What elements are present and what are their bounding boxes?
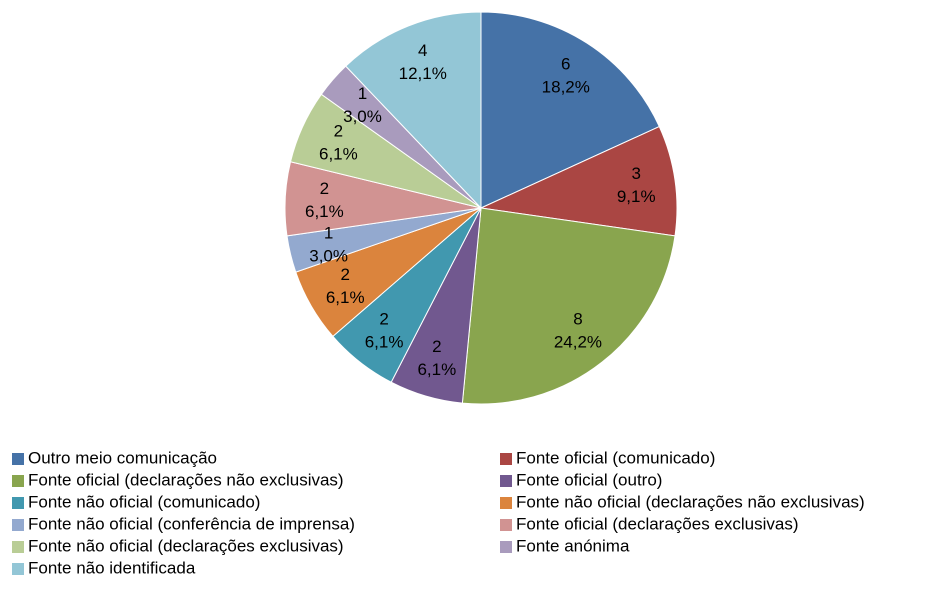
- legend-swatch: [12, 497, 24, 509]
- legend-label: Fonte não oficial (comunicado): [28, 492, 260, 511]
- legend-label: Fonte anónima: [516, 536, 630, 555]
- legend-swatch: [500, 475, 512, 487]
- slice-percent-label: 6,1%: [319, 144, 358, 163]
- slice-percent-label: 6,1%: [417, 360, 456, 379]
- slice-count-label: 8: [573, 310, 582, 329]
- legend-label: Fonte oficial (comunicado): [516, 448, 715, 467]
- slice-percent-label: 3,0%: [309, 246, 348, 265]
- slice-percent-label: 6,1%: [326, 288, 365, 307]
- slice-count-label: 2: [340, 265, 349, 284]
- slice-count-label: 4: [418, 41, 427, 60]
- legend-swatch: [500, 519, 512, 531]
- slice-percent-label: 24,2%: [554, 333, 602, 352]
- slice-percent-label: 6,1%: [305, 202, 344, 221]
- legend-swatch: [500, 497, 512, 509]
- legend-label: Fonte não oficial (declarações não exclu…: [516, 492, 865, 511]
- legend-label: Fonte oficial (declarações exclusivas): [516, 514, 799, 533]
- legend-label: Fonte oficial (declarações não exclusiva…: [28, 470, 344, 489]
- legend-swatch: [12, 453, 24, 465]
- slice-count-label: 3: [631, 164, 640, 183]
- slice-count-label: 2: [379, 310, 388, 329]
- slice-count-label: 6: [561, 55, 570, 74]
- legend-label: Fonte não identificada: [28, 558, 196, 577]
- legend-label: Fonte não oficial (conferência de impren…: [28, 514, 355, 533]
- slice-count-label: 1: [358, 84, 367, 103]
- slice-percent-label: 3,0%: [343, 107, 382, 126]
- pie-slice: [345, 11, 482, 210]
- legend-label: Fonte não oficial (declarações exclusiva…: [28, 536, 344, 555]
- slice-percent-label: 18,2%: [542, 78, 590, 97]
- slice-percent-label: 6,1%: [365, 333, 404, 352]
- slice-count-label: 2: [320, 179, 329, 198]
- legend-label: Fonte oficial (outro): [516, 470, 662, 489]
- slice-percent-label: 12,1%: [399, 64, 447, 83]
- slice-percent-label: 9,1%: [617, 187, 656, 206]
- pie-slice: [479, 125, 678, 237]
- slice-count-label: 2: [334, 121, 343, 140]
- legend-label: Outro meio comunicação: [28, 448, 217, 467]
- legend-swatch: [12, 563, 24, 575]
- legend-swatch: [500, 541, 512, 553]
- legend-swatch: [12, 475, 24, 487]
- pie-slice: [461, 207, 676, 405]
- pie-slice: [480, 11, 660, 209]
- legend-swatch: [500, 453, 512, 465]
- slice-count-label: 1: [324, 223, 333, 242]
- legend-swatch: [12, 519, 24, 531]
- legend-swatch: [12, 541, 24, 553]
- slice-count-label: 2: [432, 337, 441, 356]
